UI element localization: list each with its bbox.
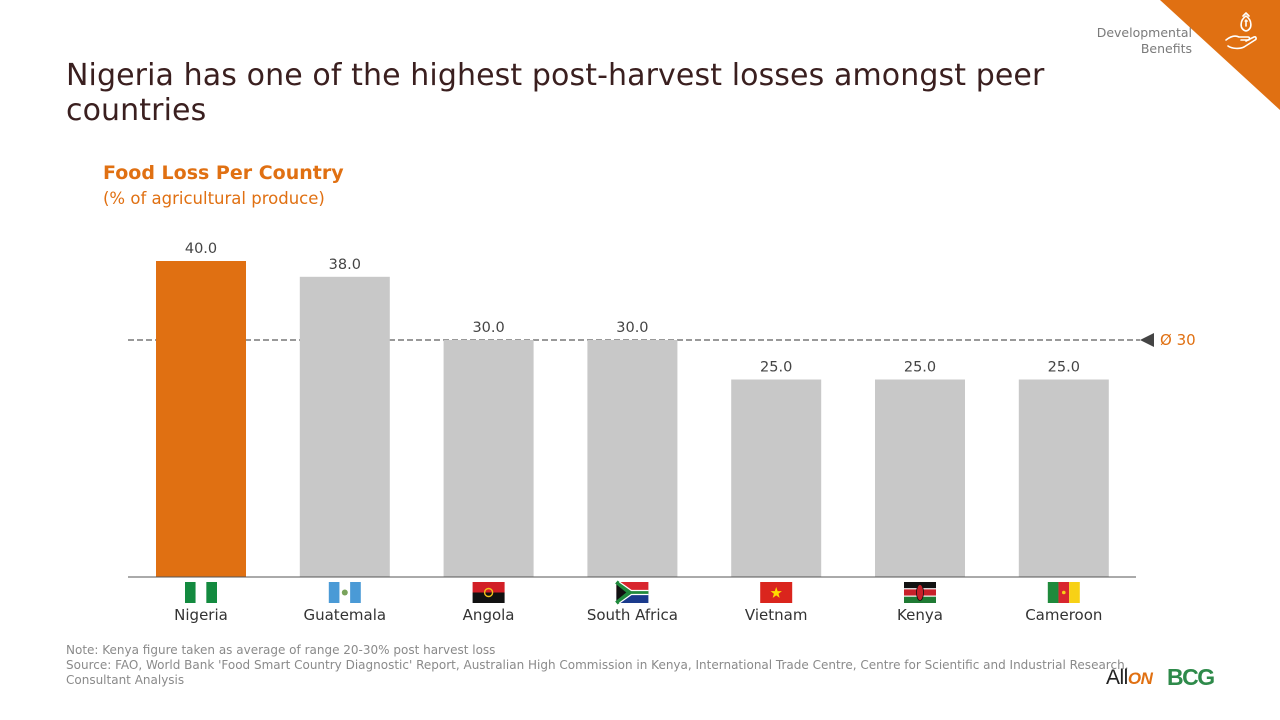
category-label: Cameroon	[1025, 606, 1102, 624]
footer-source-continued: Consultant Analysis	[66, 673, 185, 687]
value-label-bg	[754, 358, 799, 376]
angola-flag	[472, 582, 505, 603]
average-label: Ø 30	[1160, 331, 1196, 349]
value-label: 30.0	[616, 320, 648, 336]
footer-source: Source: FAO, World Bank 'Food Smart Coun…	[66, 658, 1129, 672]
value-label-bg	[466, 319, 511, 336]
category-label: Nigeria	[174, 606, 228, 624]
south-africa-flag	[615, 580, 649, 605]
value-label-bg	[610, 319, 655, 336]
category-label: South Africa	[587, 606, 678, 624]
allon-logo-prefix: All	[1106, 666, 1128, 689]
bar-vietnam	[731, 379, 822, 577]
guatemala-flag	[328, 582, 361, 603]
bar-kenya	[875, 379, 965, 577]
allon-logo: AllON	[1106, 666, 1153, 690]
bcg-logo: BCG	[1167, 664, 1215, 690]
kenya-flag	[904, 582, 936, 603]
bar-guatemala	[299, 276, 390, 577]
bar-cameroon	[1018, 379, 1109, 577]
category-label: Kenya	[897, 606, 943, 624]
nigeria-flag	[185, 582, 217, 603]
value-label-bg	[1041, 358, 1086, 376]
category-label: Vietnam	[745, 606, 808, 624]
chart-subtitle: (% of agricultural produce)	[103, 189, 325, 208]
value-label: 38.0	[329, 257, 361, 273]
value-label-bg	[179, 240, 223, 257]
bar-south-africa	[587, 340, 678, 577]
vietnam-flag	[760, 582, 793, 603]
value-label: 25.0	[904, 360, 936, 376]
value-label: 30.0	[472, 320, 504, 336]
category-label: Guatemala	[303, 606, 386, 624]
slide-title: Nigeria has one of the highest post-harv…	[66, 58, 1045, 128]
average-marker-icon	[1140, 333, 1154, 347]
bar-nigeria	[156, 261, 246, 577]
footer-note: Note: Kenya figure taken as average of r…	[66, 643, 496, 657]
value-label: 40.0	[185, 241, 217, 257]
corner-banner	[1160, 0, 1280, 110]
section-label: Developmental Benefits	[1096, 25, 1192, 56]
cameroon-flag	[1047, 582, 1080, 603]
value-label-bg	[322, 255, 367, 273]
value-label: 25.0	[1048, 360, 1080, 376]
hand-money-bag-icon	[1225, 12, 1257, 50]
category-label: Angola	[463, 606, 515, 624]
bar-angola	[443, 340, 534, 577]
chart-title: Food Loss Per Country	[103, 162, 344, 184]
value-label: 25.0	[760, 360, 792, 376]
value-label-bg	[898, 358, 942, 376]
allon-logo-suffix: ON	[1127, 669, 1153, 688]
